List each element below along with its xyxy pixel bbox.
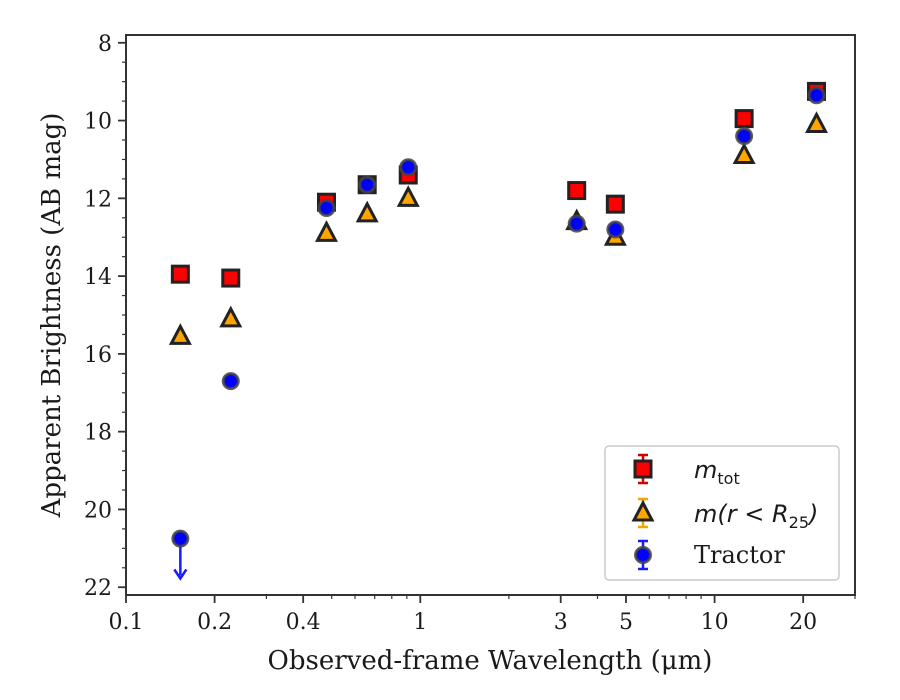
y-tick-label: 10 <box>84 110 112 135</box>
data-point-circle <box>399 158 418 177</box>
legend: mtot m(r < R25) Tractor <box>604 445 840 581</box>
legend-markers <box>631 453 655 571</box>
data-point-triangle <box>168 323 192 345</box>
data-point-square <box>734 109 754 129</box>
x-tick-label: 1 <box>413 610 427 635</box>
legend-mr25-tail: ) <box>807 500 818 528</box>
data-markers <box>168 81 829 581</box>
data-point-circle <box>358 175 377 194</box>
y-tick-label: 16 <box>84 343 112 368</box>
data-point-triangle <box>805 111 829 133</box>
x-axis-label: Observed-frame Wavelength (μm) <box>268 646 713 676</box>
legend-frame <box>604 445 840 581</box>
data-point-triangle <box>219 305 243 328</box>
legend-mr25-sub: 25 <box>789 513 809 532</box>
legend-mr25-main: m(r < R <box>694 500 789 528</box>
legend-marker-triangle <box>631 499 655 522</box>
data-point-circle <box>567 214 586 233</box>
data-point-circle <box>171 529 190 548</box>
data-point-circle <box>606 220 625 239</box>
data-point-triangle <box>396 185 420 207</box>
x-tick-label: 3 <box>554 610 568 635</box>
data-point-square <box>605 194 625 214</box>
data-point-square <box>170 264 190 284</box>
legend-mtot-sub: tot <box>717 469 739 488</box>
legend-entry-tractor: Tractor <box>694 541 785 569</box>
data-point-square <box>221 268 241 288</box>
data-point-square <box>567 181 587 201</box>
plot-frame <box>125 34 856 596</box>
legend-mtot-main: m <box>694 456 717 484</box>
data-point-triangle <box>732 142 756 165</box>
x-tick-label: 0.2 <box>197 610 232 635</box>
y-tick-label: 18 <box>84 421 112 446</box>
x-tick-label: 20 <box>789 610 817 635</box>
data-point-circle <box>221 372 240 391</box>
data-point-circle <box>735 127 754 146</box>
y-tick-label: 12 <box>84 187 112 212</box>
upper-limit-arrow-head <box>173 568 188 581</box>
y-tick-label: 14 <box>84 265 112 290</box>
data-point-circle <box>807 86 826 105</box>
x-tick-label: 0.4 <box>286 610 321 635</box>
y-tick-label: 22 <box>84 576 112 601</box>
x-tick-label: 10 <box>701 610 729 635</box>
y-tick-label: 8 <box>98 32 112 57</box>
x-tick-label: 5 <box>619 610 633 635</box>
axis-ticks: 0.1 0.2 0.4 1 3 5 10 20 8 10 12 14 16 18 20 22 <box>84 32 856 635</box>
x-tick-label: 0.1 <box>109 610 144 635</box>
legend-marker-square <box>633 459 653 479</box>
data-point-triangle <box>355 200 379 223</box>
data-point-circle <box>317 199 336 218</box>
legend-entry-mr25: m(r < R25) <box>694 500 818 532</box>
legend-entry-mtot: mtot <box>694 456 740 488</box>
y-tick-label: 20 <box>84 498 112 523</box>
data-point-triangle <box>314 220 338 242</box>
y-axis-label: Apparent Brightness (AB mag) <box>37 113 67 519</box>
legend-marker-circle <box>634 546 652 564</box>
